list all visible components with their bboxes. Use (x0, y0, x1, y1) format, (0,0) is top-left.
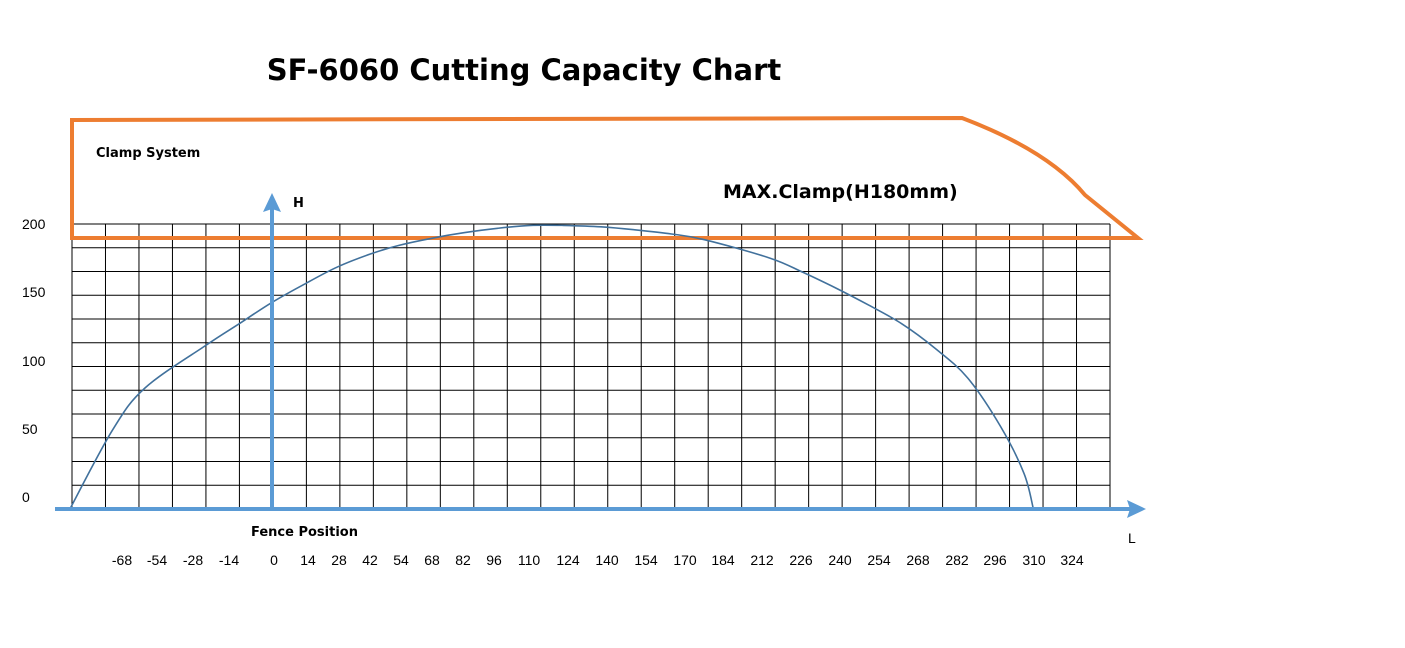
x-tick-label: 240 (828, 552, 852, 568)
y-tick-label: 200 (22, 216, 46, 232)
x-axis-end-label: L (1128, 530, 1136, 546)
max-clamp-label: MAX.Clamp(H180mm) (723, 181, 958, 203)
grid (71, 223, 1111, 510)
x-tick-label: 268 (906, 552, 930, 568)
x-tick-label: 14 (300, 552, 316, 568)
y-tick-labels: 0 50 100 150 200 (22, 216, 46, 505)
x-tick-label: 82 (455, 552, 471, 568)
x-tick-label: 212 (750, 552, 774, 568)
y-tick-label: 0 (22, 489, 30, 505)
x-tick-label: 110 (518, 552, 541, 568)
y-tick-label: 150 (22, 284, 46, 300)
x-tick-labels: -68 -54 -28 -14 0 14 28 42 54 68 82 96 110 124 140 154 1… (112, 552, 1084, 568)
x-axis-label: Fence Position (251, 525, 358, 540)
x-tick-label: 28 (331, 552, 347, 568)
x-tick-label: -68 (112, 552, 132, 568)
x-tick-label: 310 (1022, 552, 1046, 568)
clamp-outline (70, 115, 1144, 240)
x-tick-label: 0 (270, 552, 278, 568)
x-tick-label: 226 (789, 552, 813, 568)
x-tick-label: 296 (983, 552, 1007, 568)
y-axis-label: H (293, 196, 304, 211)
x-tick-label: -54 (147, 552, 167, 568)
x-tick-label: -28 (183, 552, 203, 568)
x-tick-label: 254 (867, 552, 891, 568)
x-tick-label: -14 (219, 552, 239, 568)
chart-title: SF-6060 Cutting Capacity Chart (267, 53, 782, 87)
x-tick-label: 282 (945, 552, 969, 568)
x-axis-arrow (1127, 500, 1146, 518)
x-tick-label: 124 (556, 552, 580, 568)
x-tick-label: 184 (711, 552, 735, 568)
x-tick-label: 42 (362, 552, 378, 568)
x-tick-label: 96 (486, 552, 502, 568)
x-tick-label: 140 (595, 552, 619, 568)
x-tick-label: 68 (424, 552, 440, 568)
y-tick-label: 50 (22, 421, 38, 437)
x-tick-label: 170 (673, 552, 697, 568)
capacity-curve (69, 224, 1035, 510)
y-tick-label: 100 (22, 353, 46, 369)
x-tick-label: 154 (634, 552, 658, 568)
axes (55, 193, 1146, 518)
x-tick-label: 54 (393, 552, 409, 568)
clamp-system-label: Clamp System (96, 146, 200, 161)
x-tick-label: 324 (1060, 552, 1084, 568)
y-axis-arrow (263, 193, 281, 212)
clamp-system: Clamp System MAX.Clamp(H180mm) (70, 115, 1144, 240)
